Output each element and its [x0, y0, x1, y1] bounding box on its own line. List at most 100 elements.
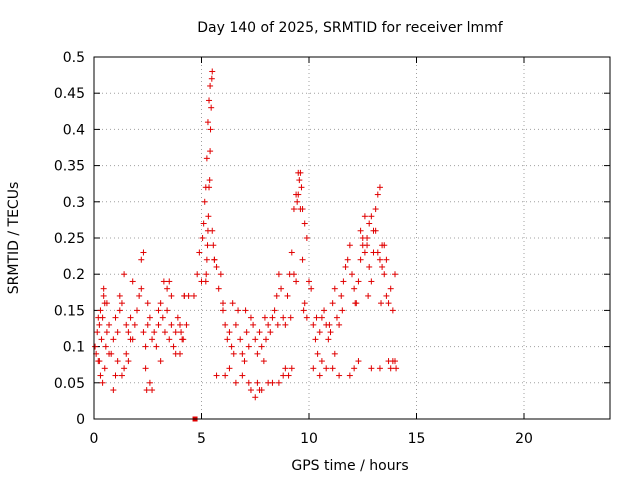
data-point: [96, 358, 103, 365]
data-point: [269, 314, 276, 321]
data-point: [355, 358, 362, 365]
data-point: [368, 278, 375, 285]
data-point: [146, 314, 153, 321]
data-point: [316, 372, 323, 379]
data-point: [254, 350, 261, 357]
data-point: [239, 372, 246, 379]
x-tick-label: 15: [408, 431, 426, 447]
data-point: [290, 206, 297, 213]
data-point: [298, 184, 305, 191]
data-point: [112, 372, 119, 379]
data-point: [206, 177, 213, 184]
data-point: [134, 307, 140, 314]
data-point: [318, 358, 325, 365]
data-point: [351, 365, 358, 372]
data-point: [312, 336, 319, 343]
data-point: [118, 300, 125, 307]
data-point: [208, 75, 215, 82]
axis-ticks: 0 0.05 0.1 0.15 0.2 0.25 0.3 0.35 0.4 0.45 0.5 0 5 10…: [54, 50, 610, 447]
data-point: [252, 394, 259, 401]
data-point: [110, 336, 117, 343]
data-point: [278, 285, 285, 292]
data-point: [318, 314, 325, 321]
data-point: [245, 343, 252, 350]
data-point: [203, 155, 210, 162]
data-point: [287, 314, 294, 321]
data-point: [144, 300, 151, 307]
data-point: [359, 242, 366, 249]
data-point: [125, 358, 132, 365]
data-point: [392, 271, 398, 278]
data-point: [349, 271, 355, 278]
data-point: [256, 387, 263, 394]
data-point: [98, 336, 105, 343]
data-point: [297, 169, 304, 176]
data-point: [125, 329, 132, 336]
data-point: [336, 372, 343, 379]
y-tick-label: 0: [76, 412, 85, 428]
data-point: [294, 198, 301, 205]
data-point: [274, 321, 281, 328]
data-point: [96, 321, 103, 328]
data-point: [178, 329, 185, 336]
data-point: [261, 314, 268, 321]
plot-frame: [93, 56, 611, 420]
data-point: [361, 213, 368, 220]
data-point: [224, 336, 231, 343]
data-point: [352, 300, 359, 307]
data-point: [310, 321, 317, 328]
y-tick-label: 0.35: [54, 159, 85, 175]
data-point: [275, 271, 282, 278]
data-point: [146, 379, 153, 386]
data-point: [121, 365, 128, 372]
data-point: [385, 300, 392, 307]
data-point: [114, 329, 121, 336]
data-point: [245, 379, 252, 386]
data-point: [222, 321, 229, 328]
data-point: [339, 307, 346, 314]
y-tick-label: 0.2: [63, 267, 85, 283]
data-point: [168, 321, 175, 328]
grid-lines: [94, 57, 610, 419]
data-point: [288, 365, 295, 372]
data-point: [275, 379, 282, 386]
chart-title: Day 140 of 2025, SRMTID for receiver lmm…: [197, 20, 504, 36]
data-point: [190, 292, 197, 299]
y-tick-label: 0.15: [54, 303, 85, 319]
data-point: [267, 329, 274, 336]
data-point: [379, 263, 386, 270]
data-point: [172, 329, 179, 336]
data-point: [149, 387, 156, 394]
data-point: [260, 358, 267, 365]
data-point: [376, 365, 383, 372]
data-point: [168, 292, 175, 299]
data-point: [316, 329, 323, 336]
data-point: [282, 321, 289, 328]
data-point: [252, 336, 259, 343]
data-point: [383, 292, 390, 299]
data-point: [129, 278, 136, 285]
data-point: [164, 307, 171, 314]
data-point: [331, 350, 338, 357]
data-point: [265, 379, 272, 386]
data-point: [138, 256, 145, 263]
data-point: [271, 307, 278, 314]
data-point: [207, 82, 214, 89]
data-point: [217, 271, 224, 278]
data-point: [110, 387, 117, 394]
data-point: [180, 336, 187, 343]
data-point: [263, 336, 269, 343]
data-point: [376, 256, 383, 263]
data-point: [303, 235, 310, 241]
data-point: [123, 321, 130, 328]
data-point: [114, 358, 121, 365]
data-point: [226, 365, 233, 372]
data-point: [194, 271, 201, 278]
data-point: [203, 271, 210, 278]
data-point: [161, 329, 168, 336]
data-point: [102, 343, 109, 350]
data-point: [100, 292, 107, 299]
data-point: [366, 220, 373, 227]
data-point: [306, 278, 312, 285]
